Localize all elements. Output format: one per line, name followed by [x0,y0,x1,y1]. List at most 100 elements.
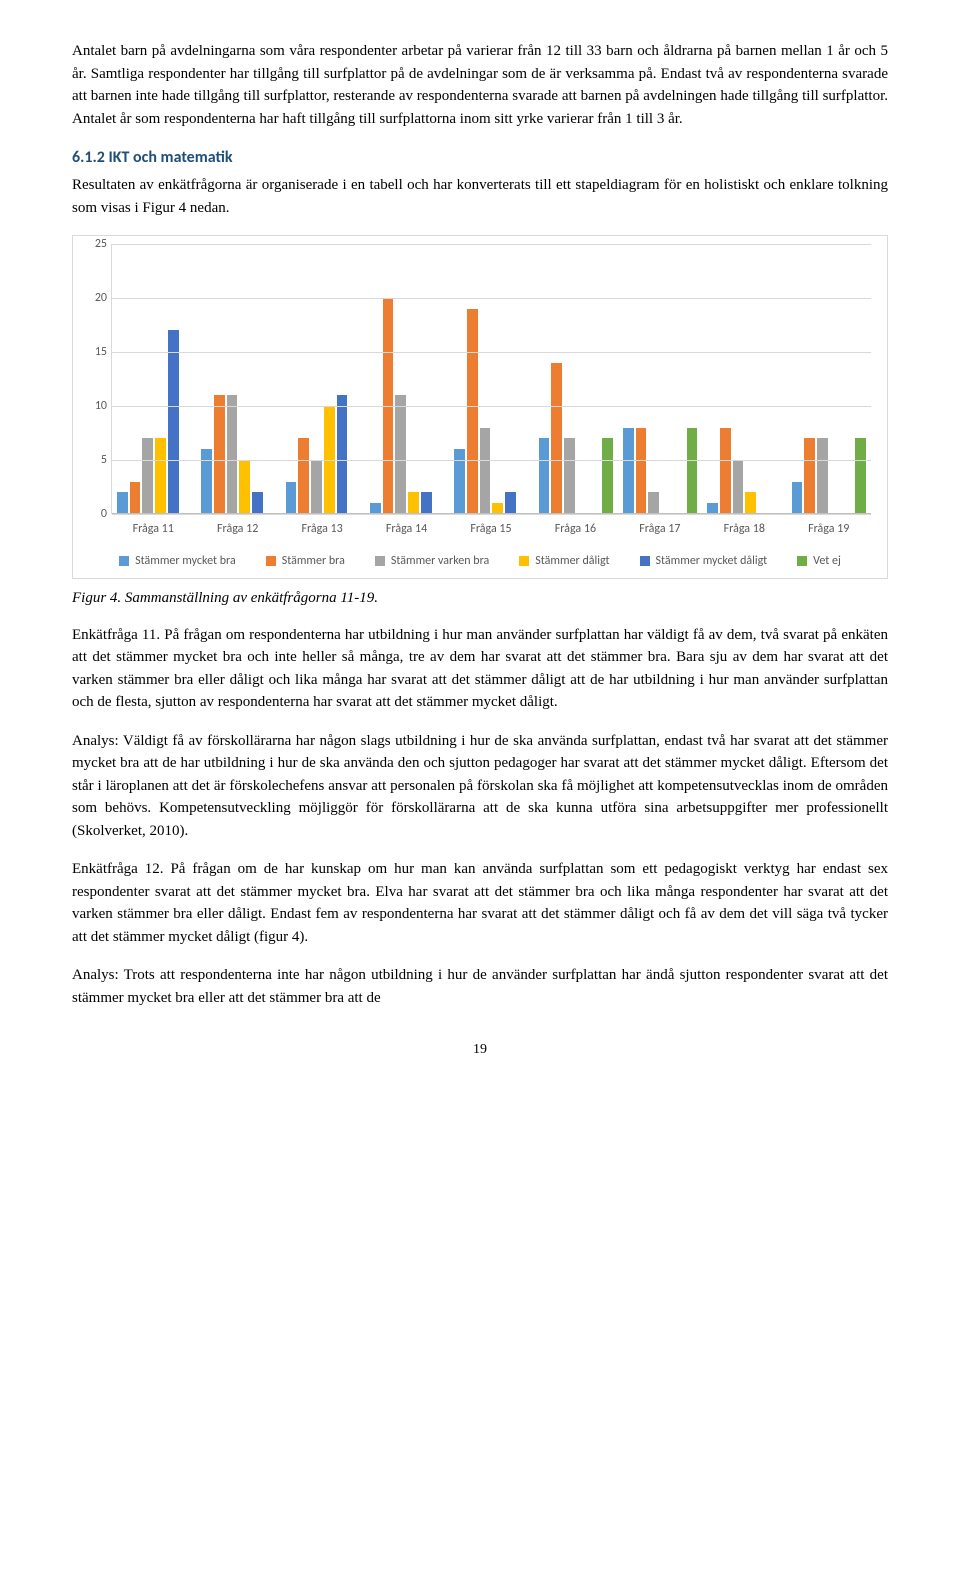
chart-gridline [112,298,871,299]
chart-bar [130,482,141,514]
chart-legend-item: Stämmer mycket bra [119,552,236,570]
chart-bar [467,309,478,514]
chart-legend-label: Vet ej [813,552,841,570]
chart-bar [817,438,828,514]
chart-bar-group [787,244,871,514]
chart-bars [370,244,444,514]
chart-bar [337,395,348,514]
chart-bar [421,492,432,514]
chart-legend: Stämmer mycket bra Stämmer bra Stämmer var… [81,544,879,574]
chart-bar-group [281,244,365,514]
chart-bar [648,492,659,514]
chart-bar-group [534,244,618,514]
chart-legend-label: Stämmer mycket bra [135,552,236,570]
chart-bar [311,460,322,514]
chart-bar [636,428,647,514]
chart-plot [111,244,871,514]
chart-bar [286,482,297,514]
q11-paragraph: Enkätfråga 11. På frågan om respondenter… [72,624,888,714]
chart-legend-swatch [640,556,650,566]
chart-bar [395,395,406,514]
figure-4-caption: Figur 4. Sammanställning av enkätfrågorn… [72,587,888,610]
chart-bars [286,244,360,514]
chart-x-labels: Fråga 11Fråga 12Fråga 13Fråga 14Fråga 15… [111,514,871,544]
chart-bar [252,492,263,514]
chart-y-tick-label: 0 [101,505,107,523]
chart-x-label: Fråga 14 [364,514,448,544]
chart-bars [201,244,275,514]
chart-y-axis: 0510152025 [81,244,111,514]
chart-gridline [112,406,871,407]
chart-legend-item: Stämmer bra [266,552,345,570]
chart-bar [539,438,550,514]
chart-bar [408,492,419,514]
chart-bars [117,244,191,514]
chart-area: 0510152025 Fråga 11Fråga 12Fråga 13Fråga… [81,244,879,544]
chart-legend-label: Stämmer mycket dåligt [656,552,768,570]
chart-bar [201,449,212,514]
chart-bar [117,492,128,514]
intro-paragraph-2: Resultaten av enkätfrågorna är organiser… [72,174,888,219]
chart-bars [623,244,697,514]
chart-y-tick-label: 5 [101,451,107,469]
chart-bar [804,438,815,514]
chart-bars [539,244,613,514]
chart-bar [855,438,866,514]
chart-gridline [112,244,871,245]
chart-bar-group [702,244,786,514]
page-number: 19 [72,1039,888,1060]
chart-legend-item: Stämmer varken bra [375,552,489,570]
q12-paragraph: Enkätfråga 12. På frågan om de har kunsk… [72,858,888,948]
chart-bar-group [449,244,533,514]
chart-legend-swatch [119,556,129,566]
chart-legend-swatch [266,556,276,566]
chart-bar [551,363,562,514]
chart-bar-group [112,244,196,514]
chart-x-label: Fråga 12 [195,514,279,544]
chart-legend-item: Stämmer dåligt [519,552,609,570]
chart-bars [707,244,781,514]
chart-legend-item: Vet ej [797,552,841,570]
chart-bar-groups [112,244,871,514]
section-heading-612: 6.1.2 IKT och matematik [72,146,888,170]
chart-bar-group [618,244,702,514]
chart-gridline [112,352,871,353]
chart-x-label: Fråga 15 [449,514,533,544]
chart-bar [155,438,166,514]
chart-bar [454,449,465,514]
chart-legend-item: Stämmer mycket dåligt [640,552,768,570]
chart-bar [564,438,575,514]
chart-bar [227,395,238,514]
chart-bar [239,460,250,514]
intro-paragraph-1: Antalet barn på avdelningarna som våra r… [72,40,888,130]
chart-y-tick-label: 10 [95,397,107,415]
chart-y-tick-label: 25 [95,235,107,253]
chart-bar [142,438,153,514]
chart-x-label: Fråga 17 [618,514,702,544]
chart-legend-label: Stämmer varken bra [391,552,489,570]
chart-legend-swatch [797,556,807,566]
chart-bar [720,428,731,514]
analysis-2-paragraph: Analys: Trots att respondenterna inte ha… [72,964,888,1009]
chart-bar [745,492,756,514]
chart-bar [505,492,516,514]
chart-bars [792,244,866,514]
chart-bar [687,428,698,514]
figure-4-chart: 0510152025 Fråga 11Fråga 12Fråga 13Fråga… [72,235,888,579]
chart-bar-group [365,244,449,514]
analysis-1-paragraph: Analys: Väldigt få av förskollärarna har… [72,730,888,843]
chart-gridline [112,460,871,461]
chart-legend-label: Stämmer bra [282,552,345,570]
chart-x-label: Fråga 18 [702,514,786,544]
chart-bar [602,438,613,514]
chart-legend-label: Stämmer dåligt [535,552,609,570]
chart-bar-group [196,244,280,514]
chart-bar [733,460,744,514]
chart-x-label: Fråga 13 [280,514,364,544]
chart-bars [454,244,528,514]
chart-legend-swatch [519,556,529,566]
chart-legend-swatch [375,556,385,566]
chart-y-tick-label: 15 [95,343,107,361]
chart-x-label: Fråga 11 [111,514,195,544]
chart-bar [168,330,179,514]
